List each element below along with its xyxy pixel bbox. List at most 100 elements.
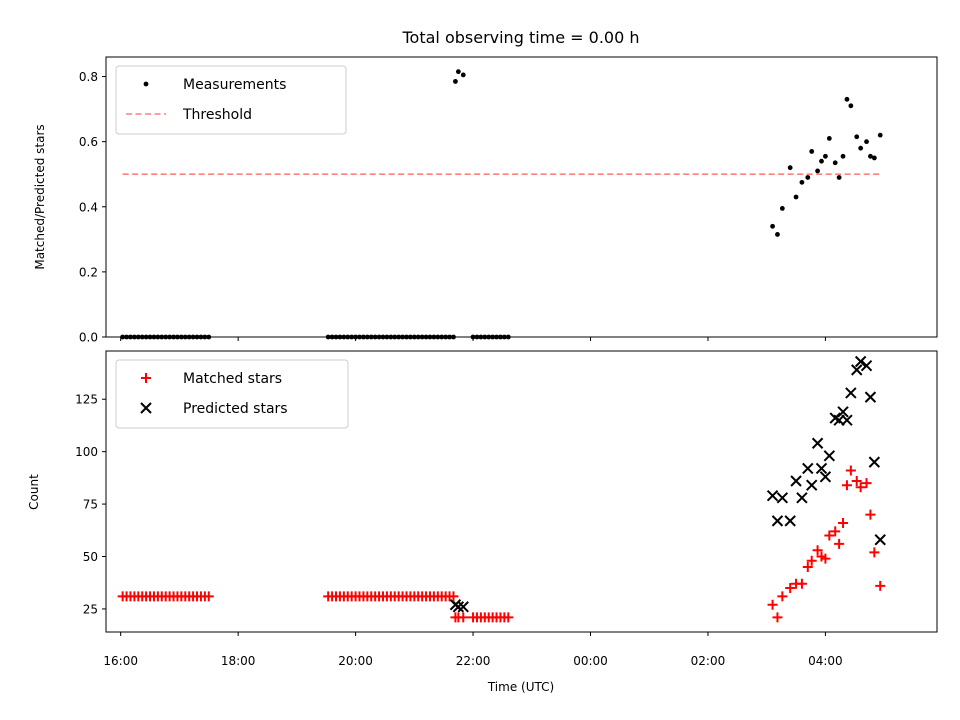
- matched-stars-point: [869, 547, 880, 558]
- measurements-point: [345, 334, 351, 340]
- measurements-point: [341, 334, 347, 340]
- predicted-stars-point: [860, 359, 873, 372]
- measurements-point: [175, 334, 180, 340]
- matched-stars-point: [830, 526, 841, 537]
- measurements-point: [143, 334, 149, 340]
- measurements-point: [453, 79, 458, 84]
- measurements-point: [819, 158, 824, 164]
- panel-1-frame: [105, 56, 938, 338]
- measurements-point: [388, 334, 394, 340]
- predicted-stars-point: [811, 437, 824, 449]
- predicted-stars-point: [864, 391, 877, 403]
- predicted-stars-point: [790, 475, 802, 487]
- x-tick-label: 04:00: [808, 654, 843, 668]
- measurements-point: [411, 334, 417, 340]
- matched-stars-point: [785, 582, 796, 593]
- panel-2-frame: [105, 350, 938, 633]
- measurements-point: [805, 175, 811, 180]
- predicted-stars-point: [784, 515, 796, 527]
- y-tick-label: 0.8: [79, 70, 98, 84]
- measurements-point: [486, 334, 492, 340]
- matched-stars-point: [855, 482, 866, 493]
- measurements-point: [368, 334, 374, 340]
- measurements-point: [361, 334, 366, 340]
- measurements-point: [357, 334, 362, 340]
- measurements-point: [868, 153, 873, 159]
- measurements-point: [337, 334, 343, 340]
- measurements-point: [372, 334, 378, 340]
- legend-dot-marker: [143, 81, 149, 87]
- measurements-point: [431, 334, 437, 340]
- measurements-point: [770, 223, 775, 229]
- measurements-point: [832, 160, 838, 166]
- matched-stars-point: [841, 480, 852, 491]
- legend-label: Predicted stars: [183, 401, 288, 417]
- predicted-stars-point: [819, 471, 832, 483]
- matched-stars-point: [777, 591, 788, 602]
- measurements-point: [498, 334, 503, 340]
- y-tick-label: 125: [75, 393, 98, 407]
- measurements-point: [494, 334, 499, 340]
- measurements-point: [159, 334, 165, 340]
- measurements-point: [380, 334, 386, 340]
- measurements-point: [427, 334, 433, 340]
- legend-1-box: [115, 65, 347, 135]
- predicted-stars-point: [766, 489, 779, 502]
- measurements-point: [836, 175, 842, 180]
- matched-stars-point: [772, 612, 783, 623]
- measurements-point: [384, 334, 390, 340]
- matched-stars-point: [802, 561, 813, 572]
- matched-stars-point: [767, 599, 778, 610]
- predicted-stars-point: [841, 414, 853, 426]
- measurements-point: [858, 145, 864, 151]
- measurements-point: [408, 334, 413, 340]
- measurements-point: [178, 334, 184, 340]
- y-tick-label: 100: [75, 445, 98, 459]
- measurements-point: [423, 334, 429, 340]
- matched-stars-point: [203, 591, 214, 602]
- legend-label: Measurements: [183, 77, 286, 93]
- predicted-stars-point: [868, 456, 881, 468]
- x-axis-label: Time (UTC): [487, 680, 554, 694]
- y-tick-label: 0.6: [79, 135, 98, 149]
- measurements-point: [171, 334, 176, 340]
- predicted-stars-point: [796, 492, 808, 504]
- measurements-point: [779, 205, 785, 211]
- y-tick-label: 25: [83, 602, 98, 616]
- measurements-point: [376, 334, 382, 340]
- measurements-point: [455, 69, 461, 75]
- predicted-stars-point: [771, 515, 784, 527]
- measurements-point: [877, 132, 883, 138]
- matched-stars-point: [875, 580, 886, 591]
- measurements-point: [482, 334, 488, 340]
- matched-stars-point: [448, 591, 459, 602]
- measurements-point: [120, 334, 126, 340]
- measurements-point: [333, 334, 339, 340]
- measurements-point: [799, 179, 805, 185]
- x-tick-label: 02:00: [691, 654, 726, 668]
- measurements-point: [460, 72, 466, 78]
- x-tick-label: 00:00: [573, 654, 608, 668]
- x-tick-label: 22:00: [456, 654, 491, 668]
- measurements-point: [128, 334, 133, 340]
- top-y-axis-label: Matched/Predicted stars: [33, 124, 47, 269]
- legend-2-box: [115, 359, 349, 429]
- legend-x-marker: [140, 402, 152, 414]
- matched-stars-point: [820, 553, 831, 564]
- measurements-point: [349, 334, 355, 340]
- predicted-stars-point: [457, 601, 469, 613]
- predicted-stars-point: [823, 450, 836, 462]
- legend-label: Threshold: [182, 107, 252, 123]
- y-tick-label: 50: [83, 550, 98, 564]
- measurements-point: [447, 334, 452, 340]
- measurements-point: [848, 103, 854, 109]
- matched-stars-point: [838, 517, 849, 528]
- y-tick-label: 0.4: [79, 200, 98, 214]
- predicted-stars-point: [874, 534, 886, 546]
- measurements-point: [147, 334, 153, 340]
- measurements-point: [194, 334, 200, 340]
- measurements-point: [135, 334, 141, 340]
- predicted-stars-point: [815, 462, 828, 475]
- measurements-point: [823, 153, 828, 159]
- predicted-stars-point: [845, 387, 857, 399]
